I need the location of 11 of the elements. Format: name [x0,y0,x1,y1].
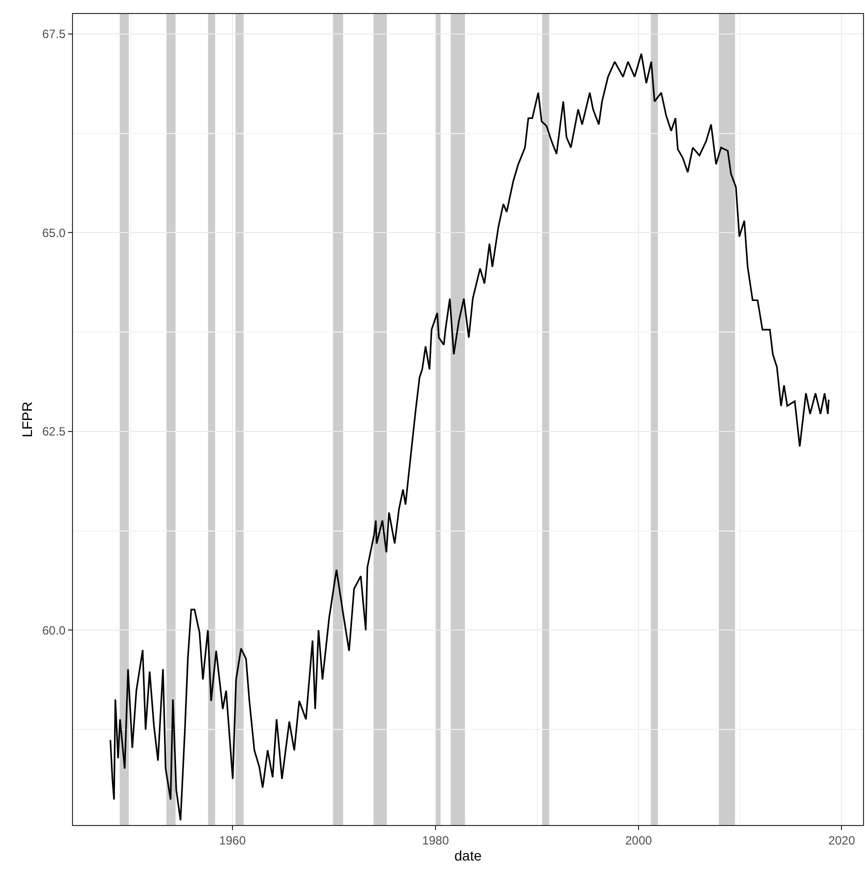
x-tick-label: 1960 [219,833,246,848]
y-tick-label: 60.0 [42,623,66,638]
y-axis-title: LFPR [18,402,35,438]
x-tick-label: 2020 [828,833,856,848]
y-tick-label: 65.0 [42,226,66,240]
x-tick-label: 2000 [625,833,652,848]
y-tick-label: 62.5 [42,424,66,439]
line-series [110,52,830,822]
x-tick-label: 1980 [422,833,450,848]
x-axis-title: date [454,848,482,864]
y-tick-label: 67.5 [42,27,66,42]
